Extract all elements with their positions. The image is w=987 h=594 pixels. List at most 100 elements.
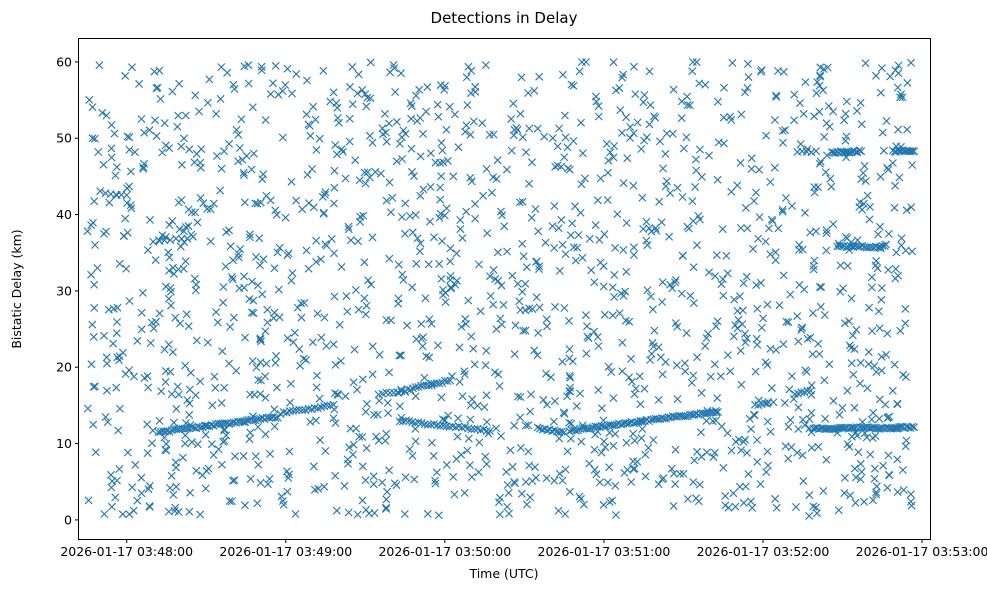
detection-point: [794, 425, 803, 433]
detection-point: [445, 422, 454, 431]
detection-point: [688, 58, 697, 66]
detection-point: [893, 83, 902, 92]
detection-point: [368, 233, 377, 242]
detection-point: [683, 92, 692, 101]
detection-point: [884, 229, 893, 238]
detection-point: [114, 426, 123, 435]
detection-point: [398, 417, 407, 426]
detection-point: [439, 158, 448, 167]
detection-point: [346, 236, 355, 245]
detection-point: [284, 249, 293, 258]
detection-point: [181, 361, 190, 370]
detection-point: [796, 99, 804, 108]
detection-point: [289, 338, 298, 347]
detection-point: [610, 421, 619, 430]
detection-point: [619, 179, 628, 188]
detection-point: [616, 106, 625, 115]
detection-point: [281, 81, 290, 89]
detection-point: [198, 423, 207, 431]
detection-point: [843, 386, 852, 395]
detection-point: [874, 243, 883, 252]
detection-point: [249, 416, 258, 425]
detection-point: [875, 414, 884, 423]
detection-point: [366, 94, 375, 103]
detection-point: [499, 300, 508, 309]
detection-point: [403, 321, 412, 330]
detection-point: [611, 511, 620, 519]
detection-point: [577, 437, 586, 446]
detection-point: [128, 63, 136, 72]
detection-point: [549, 417, 558, 426]
detection-point: [662, 177, 671, 186]
detection-point: [165, 220, 174, 229]
detection-point: [320, 313, 329, 322]
detection-point: [565, 371, 574, 380]
detection-point: [613, 210, 622, 219]
detection-point: [747, 164, 756, 173]
detection-point: [350, 345, 359, 354]
detection-point: [766, 250, 775, 259]
detection-point: [256, 335, 265, 344]
detection-point: [764, 224, 773, 233]
detection-point: [543, 400, 551, 409]
detection-point: [835, 410, 844, 419]
detection-point: [866, 202, 874, 211]
detection-point: [256, 478, 265, 487]
detection-point: [572, 402, 581, 411]
detection-point: [897, 90, 905, 99]
detection-point: [254, 375, 263, 384]
detection-point: [867, 415, 876, 424]
detection-point: [801, 421, 809, 430]
detection-point: [853, 236, 862, 245]
detection-point: [666, 280, 675, 289]
detection-point: [548, 222, 557, 231]
detection-point: [869, 408, 878, 417]
detection-point: [240, 417, 249, 426]
detection-point: [152, 84, 161, 93]
detection-point: [668, 129, 677, 138]
detection-point: [820, 311, 829, 319]
detection-point: [687, 378, 696, 387]
detection-point: [643, 241, 652, 250]
detection-point: [395, 351, 404, 360]
detection-point: [246, 474, 255, 483]
detection-point: [102, 386, 111, 395]
detection-point: [618, 128, 626, 137]
detection-point: [220, 437, 229, 445]
detection-point: [794, 403, 803, 412]
detection-point: [341, 392, 350, 401]
detection-point: [266, 196, 275, 205]
detection-point: [743, 224, 752, 233]
detection-point: [292, 70, 301, 79]
detection-point: [123, 132, 132, 141]
detection-point: [392, 117, 401, 126]
detection-point: [863, 191, 872, 200]
detection-point: [727, 116, 736, 124]
detection-point: [209, 451, 218, 459]
detection-point: [495, 510, 504, 519]
detection-point: [399, 275, 408, 284]
detection-point: [411, 383, 420, 392]
detection-point: [820, 132, 829, 141]
detection-point: [262, 359, 271, 368]
detection-point: [809, 261, 818, 270]
detection-point: [839, 284, 848, 293]
detection-point: [261, 327, 270, 336]
detection-point: [329, 88, 338, 97]
detection-point: [87, 270, 96, 279]
detection-point: [372, 432, 381, 441]
detection-point: [474, 468, 483, 477]
detection-point: [659, 164, 667, 173]
detection-point: [308, 338, 317, 347]
detection-point: [130, 372, 138, 381]
detection-point: [266, 449, 274, 458]
detection-point: [242, 151, 251, 160]
detection-point: [876, 172, 885, 181]
detection-point: [247, 165, 256, 174]
detection-point: [478, 119, 487, 128]
detection-point: [784, 318, 793, 327]
detection-point: [440, 85, 449, 94]
detection-point: [870, 464, 879, 473]
detection-point: [869, 496, 877, 505]
